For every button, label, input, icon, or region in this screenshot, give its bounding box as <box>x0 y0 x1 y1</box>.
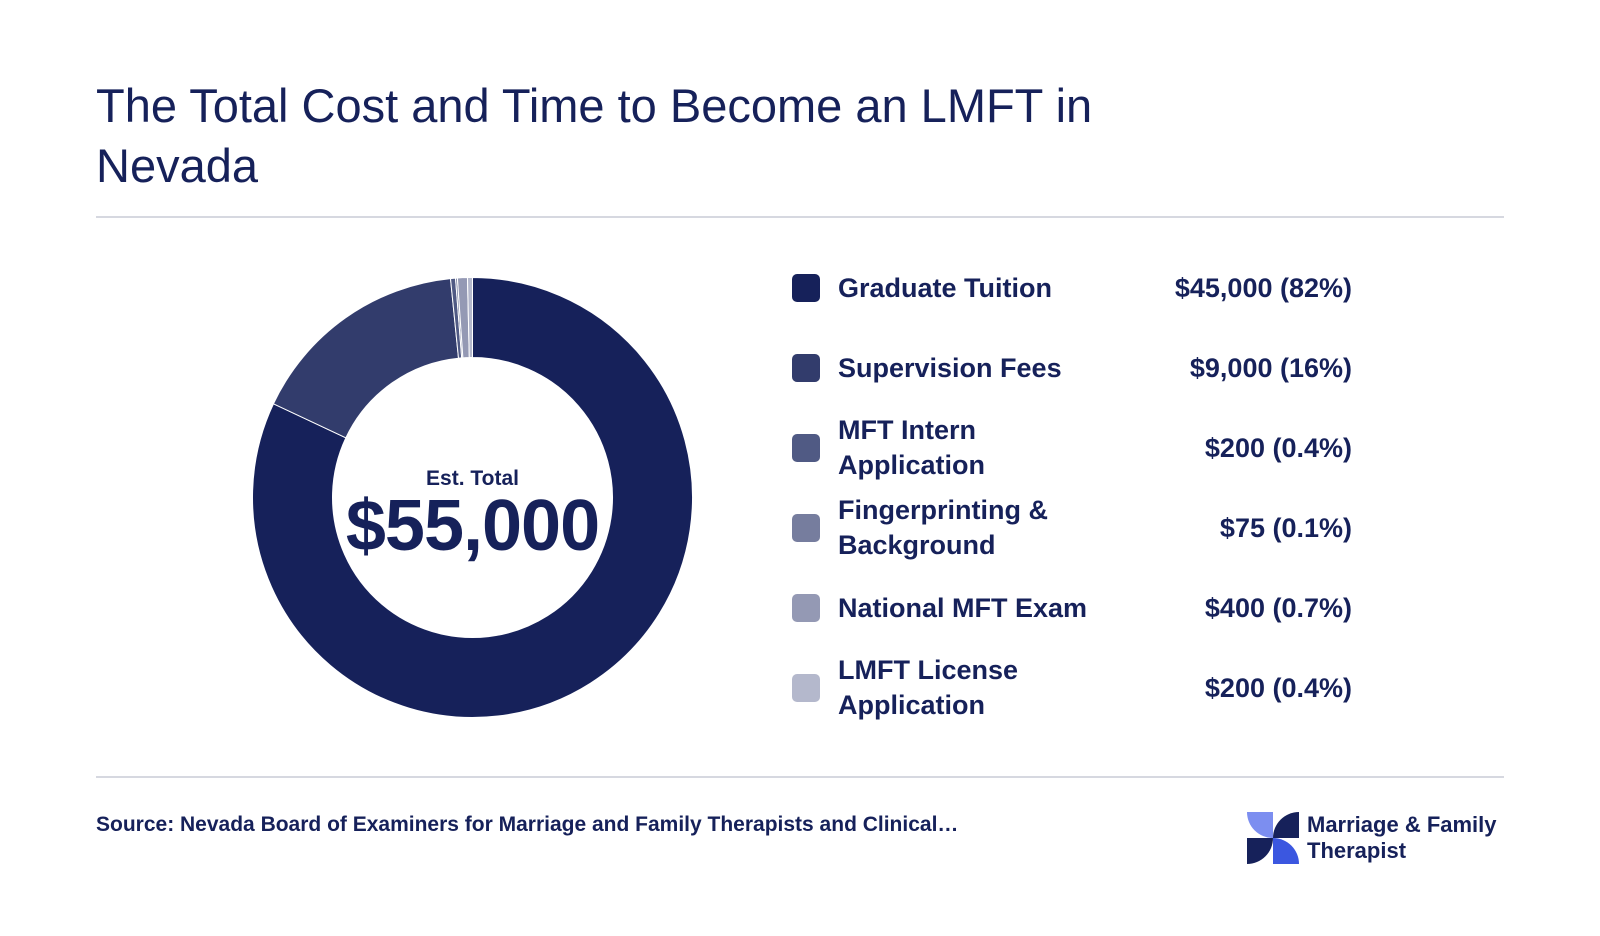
legend-value: $200 (0.4%) <box>1204 432 1352 463</box>
brand: Marriage & Family Therapist <box>1247 812 1497 864</box>
legend-label: Fingerprinting & Background <box>838 495 1048 560</box>
brand-name-line1: Marriage & Family <box>1307 812 1497 837</box>
legend-item: National MFT Exam $400 (0.7%) <box>792 568 1352 648</box>
legend-label: Supervision Fees <box>838 352 1062 383</box>
legend-item: MFT Intern Application $200 (0.4%) <box>792 408 1352 488</box>
brand-name: Marriage & Family Therapist <box>1307 812 1497 864</box>
legend-item: Fingerprinting & Background $75 (0.1%) <box>792 488 1352 568</box>
quatrefoil-logo-icon <box>1247 812 1299 864</box>
legend-swatch <box>792 274 820 302</box>
chart-title: The Total Cost and Time to Become an LMF… <box>96 79 1093 192</box>
legend-value: $400 (0.7%) <box>1204 592 1352 623</box>
brand-name-line2: Therapist <box>1307 838 1407 863</box>
center-total-value: $55,000 <box>345 486 600 566</box>
legend-item: Graduate Tuition $45,000 (82%) <box>792 248 1352 328</box>
legend-value: $45,000 (82%) <box>1174 272 1352 303</box>
legend-swatch <box>792 674 820 702</box>
donut-slice <box>272 278 460 439</box>
legend-value: $200 (0.4%) <box>1204 672 1352 703</box>
legend-swatch <box>792 594 820 622</box>
legend-label: Graduate Tuition <box>838 272 1052 303</box>
donut-slice <box>252 276 693 718</box>
donut-slice <box>466 276 473 359</box>
legend-swatch <box>792 354 820 382</box>
source-note: Source: Nevada Board of Examiners for Ma… <box>96 813 959 836</box>
bottom-divider <box>96 776 1504 778</box>
legend-swatch <box>792 434 820 462</box>
legend-label: LMFT License Application <box>838 655 1019 720</box>
legend-item: LMFT License Application $200 (0.4%) <box>792 648 1352 728</box>
legend-swatch <box>792 514 820 542</box>
legend-value: $9,000 (16%) <box>1189 352 1352 383</box>
top-divider <box>96 216 1504 218</box>
center-label: Est. Total <box>426 467 519 490</box>
legend-label: National MFT Exam <box>838 592 1088 623</box>
legend-item: Supervision Fees $9,000 (16%) <box>792 328 1352 408</box>
legend-label: MFT Intern Application <box>838 415 985 480</box>
donut-svg <box>252 276 693 718</box>
legend-value: $75 (0.1%) <box>1219 512 1352 543</box>
donut-chart: Est. Total $55,000 <box>250 275 695 720</box>
